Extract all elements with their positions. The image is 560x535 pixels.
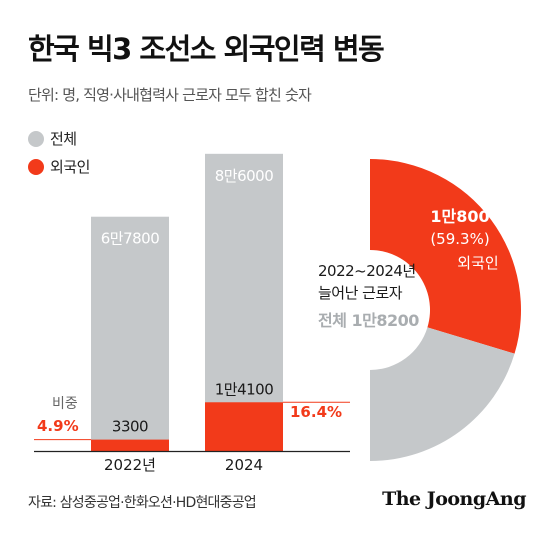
bar-foreign-label: 1만4100 <box>215 380 274 398</box>
bar-total <box>205 153 283 452</box>
pie-slice-name-label: 외국인 <box>457 254 498 272</box>
legend-swatch-total <box>28 130 44 147</box>
share-label: 16.4% <box>290 403 342 421</box>
chart-title: 한국 빅3 조선소 외국인력 변동 <box>28 32 385 66</box>
bar-total-label: 6만7800 <box>101 230 160 248</box>
legend-item-foreign: 외국인 <box>28 156 90 177</box>
x-tick-label: 2022년 <box>104 456 156 474</box>
share-caption: 비중 <box>52 396 78 412</box>
pie-slice-percent-label: (59.3%) <box>430 230 489 248</box>
unit-note: 단위: 명, 직영·사내협력사 근로자 모두 합친 숫자 <box>28 86 312 104</box>
pie-slice-foreign <box>370 159 521 354</box>
legend-label-total: 전체 <box>50 130 77 148</box>
legend-swatch-foreign <box>28 158 44 175</box>
legend-label-foreign: 외국인 <box>50 158 90 176</box>
pie-center-label: 2022~2024년 <box>318 262 416 280</box>
source-note: 자료: 삼성중공업·한화오션·HD현대중공업 <box>28 495 257 511</box>
bar-foreign <box>205 402 283 451</box>
pie-slice-value-label: 1만800 <box>430 207 489 226</box>
x-tick-label: 2024 <box>225 456 263 474</box>
pie-total-label: 전체 1만8200 <box>318 311 419 330</box>
share-label: 4.9% <box>37 417 79 435</box>
pie-center-label: 늘어난 근로자 <box>318 284 403 302</box>
bar-foreign-label: 3300 <box>112 418 148 436</box>
bar-total <box>91 216 169 451</box>
bar-total-label: 8만6000 <box>215 167 274 185</box>
pie-slice-other <box>370 327 515 461</box>
bar-foreign <box>91 439 169 451</box>
legend-item-total: 전체 <box>28 128 77 149</box>
brand-logo: The JoongAng <box>382 488 526 510</box>
